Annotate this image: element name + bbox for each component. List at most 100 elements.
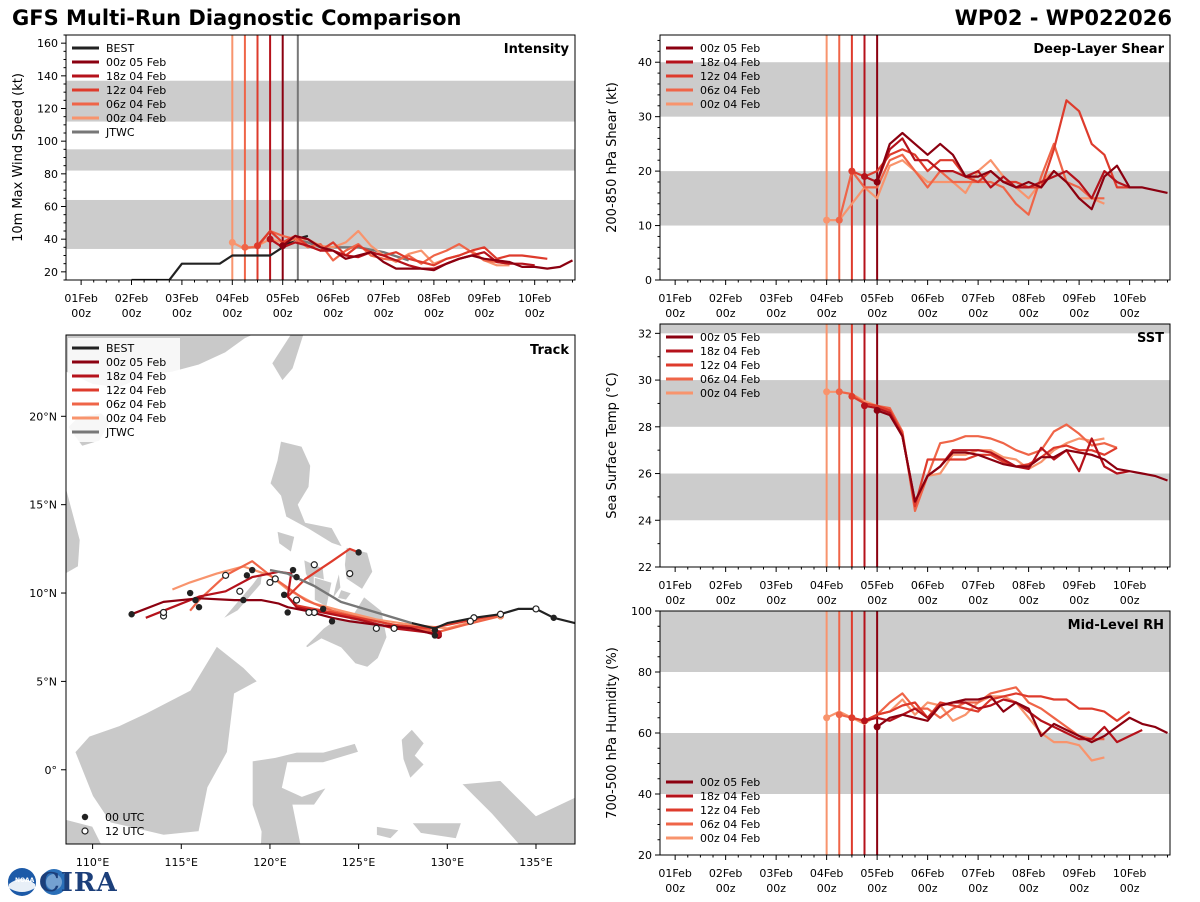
- shear-xtick-sublabel: 00z: [716, 307, 736, 320]
- intensity-legend-label: 12z 04 Feb: [106, 84, 166, 97]
- sst-xtick-label: 08Feb: [1012, 579, 1045, 592]
- track-title: Track: [530, 343, 569, 358]
- shear-legend-label: 06z 04 Feb: [700, 84, 760, 97]
- intensity-xtick-label: 04Feb: [216, 292, 249, 305]
- track-xtick-label: 115°E: [165, 856, 198, 869]
- land-bohol: [336, 588, 353, 601]
- shear-title: Deep-Layer Shear: [1033, 42, 1164, 57]
- land-samar-leyte: [343, 546, 374, 591]
- rh-xtick-label: 04Feb: [810, 867, 843, 880]
- intensity-ytick-label: 80: [44, 168, 58, 181]
- sst-legend-label: 12z 04 Feb: [700, 359, 760, 372]
- shear-xtick-label: 06Feb: [911, 292, 944, 305]
- rh-xtick-sublabel: 00z: [968, 882, 988, 895]
- sst-series-line: [851, 395, 1118, 508]
- shear-xtick-sublabel: 00z: [1019, 307, 1039, 320]
- track-legend-label: 12z 04 Feb: [106, 384, 166, 397]
- land-halmahera: [400, 728, 426, 780]
- shear-ytick-label: 40: [638, 56, 652, 69]
- panel-intensity: 20 40 60 80 100 120 140 160 01Feb 00z 02Feb 00z 03Fe…: [11, 34, 576, 320]
- sst-series-start-marker: [823, 388, 831, 396]
- track-run-line: [145, 570, 439, 635]
- track-00utc-marker: [240, 596, 247, 604]
- panel-shear: 0 10 20 30 40 01Feb 00z 02Feb 00z 03Feb 00z 04Feb 00…: [605, 34, 1171, 320]
- rh-series-line: [851, 692, 1131, 722]
- track-12utc-marker: [222, 571, 230, 579]
- rh-series-start-marker: [823, 714, 831, 722]
- intensity-xtick-sublabel: 00z: [474, 307, 494, 320]
- sst-xtick-label: 07Feb: [961, 579, 994, 592]
- rh-xtick-sublabel: 00z: [1019, 882, 1039, 895]
- rh-xtick-label: 09Feb: [1062, 867, 1095, 880]
- shear-xtick-label: 09Feb: [1062, 292, 1095, 305]
- rh-xtick-label: 01Feb: [658, 867, 691, 880]
- rh-legend-label: 00z 05 Feb: [700, 776, 760, 789]
- intensity-series-line: [282, 234, 574, 272]
- shear-xtick-label: 07Feb: [961, 292, 994, 305]
- shear-legend-label: 18z 04 Feb: [700, 56, 760, 69]
- rh-ytick-label: 20: [638, 849, 652, 862]
- land-seram: [410, 822, 463, 840]
- intensity-band-1: [66, 149, 575, 171]
- track-ytick-label: 20°N: [29, 410, 57, 423]
- sst-xtick-label: 03Feb: [759, 579, 792, 592]
- track-jtwc-line: [269, 568, 413, 625]
- rh-xtick-sublabel: 00z: [918, 882, 938, 895]
- rh-xtick-label: 07Feb: [961, 867, 994, 880]
- track-ytick-label: 0°: [45, 764, 58, 777]
- track-legend-label: 18z 04 Feb: [106, 370, 166, 383]
- rh-legend-label: 06z 04 Feb: [700, 818, 760, 831]
- sst-series-start-marker: [835, 388, 843, 396]
- intensity-series-start-marker: [266, 235, 274, 243]
- shear-xtick-sublabel: 00z: [968, 307, 988, 320]
- shear-band-1: [660, 62, 1170, 117]
- rh-xtick-label: 10Feb: [1113, 867, 1146, 880]
- rh-xtick-sublabel: 00z: [665, 882, 685, 895]
- rh-band-1: [660, 611, 1170, 672]
- shear-xtick-sublabel: 00z: [817, 307, 837, 320]
- intensity-xtick-sublabel: 00z: [71, 307, 91, 320]
- rh-series-line: [876, 695, 1168, 744]
- track-12utc-marker: [292, 596, 301, 604]
- legend-12utc-marker: [81, 827, 89, 835]
- shear-series-start-marker: [873, 178, 881, 186]
- sst-legend-label: 00z 05 Feb: [700, 331, 760, 344]
- sst-band-2: [660, 324, 1170, 334]
- sst-xtick-label: 04Feb: [810, 579, 843, 592]
- land-bangka: [66, 840, 67, 844]
- rh-band-0: [660, 733, 1170, 794]
- rh-title: Mid-Level RH: [1068, 618, 1164, 633]
- intensity-ytick-label: 60: [44, 201, 58, 214]
- sst-legend-label: 00z 04 Feb: [700, 387, 760, 400]
- rh-legend-label: 12z 04 Feb: [700, 804, 760, 817]
- sst-xtick-sublabel: 00z: [1120, 594, 1140, 607]
- intensity-xtick-sublabel: 00z: [374, 307, 394, 320]
- intensity-xtick-label: 01Feb: [64, 292, 97, 305]
- track-legend-label: BEST: [106, 342, 134, 355]
- track-12utc-marker: [305, 608, 313, 617]
- shear-xtick-label: 08Feb: [1012, 292, 1045, 305]
- intensity-series-start-marker: [228, 238, 236, 246]
- track-00utc-marker: [431, 632, 439, 639]
- sst-series-start-marker: [873, 406, 881, 414]
- sst-legend-label: 18z 04 Feb: [700, 345, 760, 358]
- rh-ytick-label: 60: [638, 727, 652, 740]
- shear-xtick-label: 05Feb: [860, 292, 893, 305]
- track-12utc-marker: [532, 605, 540, 613]
- shear-ytick-label: 20: [638, 165, 652, 178]
- sst-xtick-label: 09Feb: [1062, 579, 1095, 592]
- track-00utc-marker: [195, 603, 203, 611]
- sst-series-start-marker: [848, 392, 856, 400]
- intensity-xtick-sublabel: 00z: [172, 307, 192, 320]
- shear-xtick-sublabel: 00z: [867, 307, 887, 320]
- rh-xtick-label: 03Feb: [759, 867, 792, 880]
- intensity-band-0: [66, 199, 575, 249]
- rh-xtick-sublabel: 00z: [867, 882, 887, 895]
- sst-xtick-sublabel: 00z: [665, 594, 685, 607]
- track-00utc-marker: [355, 549, 362, 556]
- rh-plot-area: [660, 611, 1170, 855]
- track-legend-label: 00z 05 Feb: [106, 356, 166, 369]
- intensity-xtick-sublabel: 00z: [222, 307, 242, 320]
- shear-legend-label: 00z 04 Feb: [700, 98, 760, 111]
- shear-xtick-label: 04Feb: [810, 292, 843, 305]
